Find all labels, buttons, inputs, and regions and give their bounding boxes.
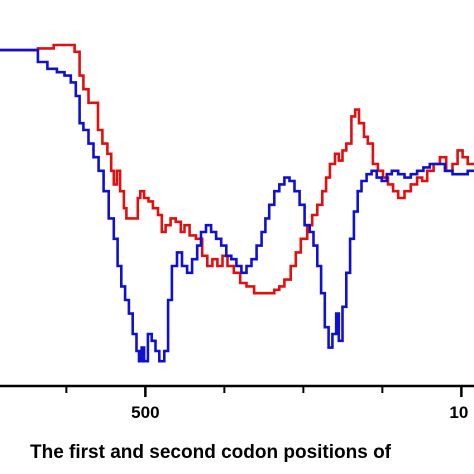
plot-area — [0, 43, 474, 363]
x-tick-label: 500 — [131, 403, 159, 422]
series-line-2 — [0, 48, 474, 363]
x-tick-label: 10 — [449, 403, 468, 422]
series-line-1 — [0, 43, 474, 295]
x-axis-ticks: 500 10 — [65, 386, 468, 422]
x-axis-title: The first and second codon positions of — [30, 442, 392, 463]
